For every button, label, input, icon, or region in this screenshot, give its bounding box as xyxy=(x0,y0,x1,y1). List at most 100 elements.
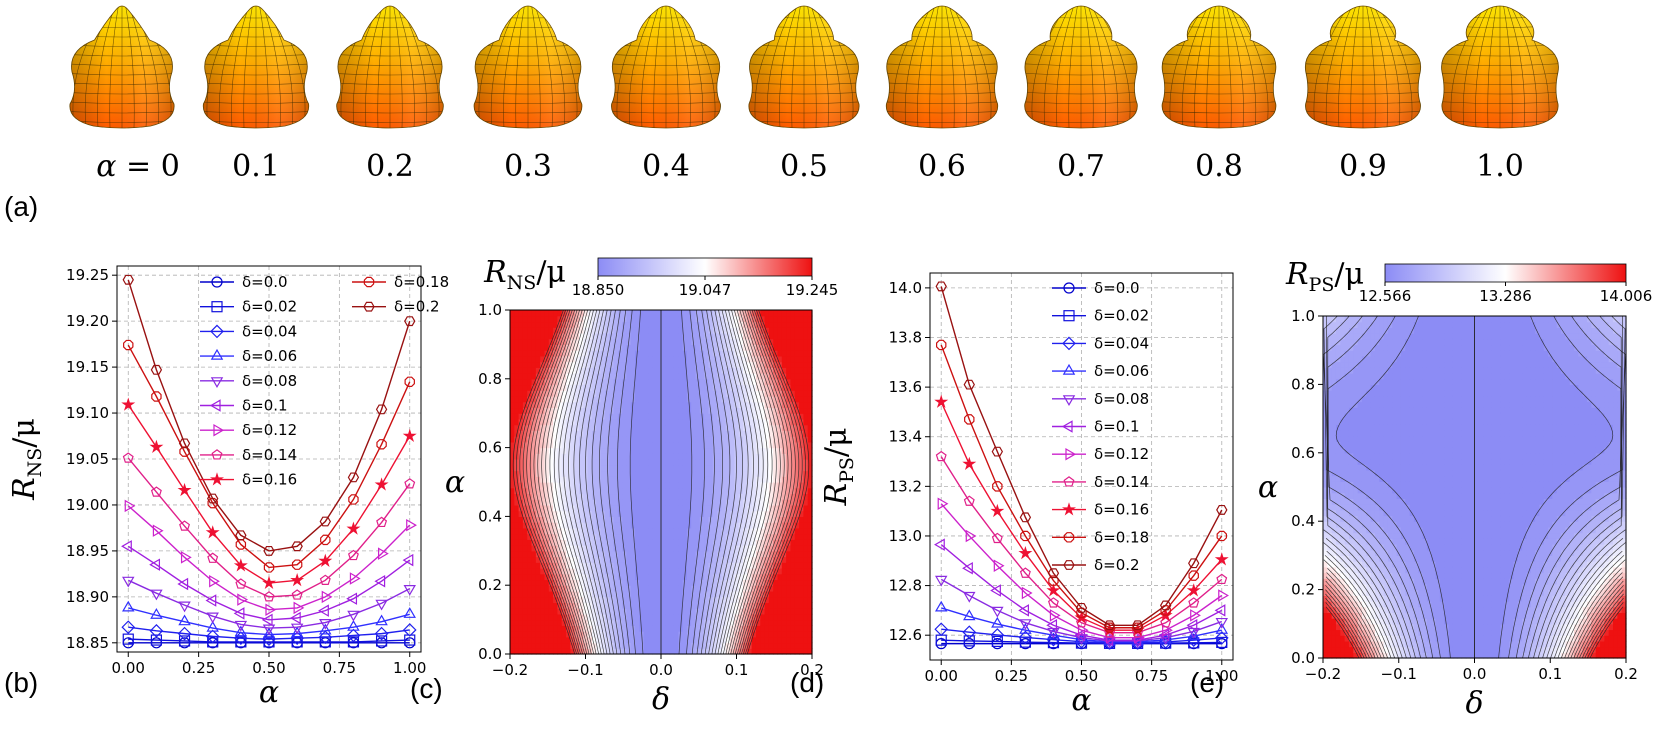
x-tick-label: 1.00 xyxy=(393,659,426,677)
heatmap-cell xyxy=(686,608,692,615)
heatmap-cell xyxy=(613,327,619,334)
heatmap-cell xyxy=(738,596,744,603)
heatmap-cell xyxy=(557,373,563,380)
heatmap-cell xyxy=(630,619,636,626)
heatmap-cell xyxy=(656,396,662,403)
heatmap-cell xyxy=(781,579,787,586)
heatmap-cell xyxy=(652,504,658,512)
heatmap-cell xyxy=(527,459,533,466)
shape-label-0.3: 0.3 xyxy=(504,149,552,184)
heatmap-cell xyxy=(557,522,563,529)
heatmap-cell xyxy=(531,522,537,529)
heatmap-cell xyxy=(596,470,602,477)
heatmap-cell xyxy=(540,522,546,529)
heatmap-cell xyxy=(717,527,722,535)
panel-label-d: (d) xyxy=(790,667,824,698)
heatmap-cell xyxy=(751,625,757,632)
contour-line xyxy=(691,309,715,655)
data-point xyxy=(963,495,975,506)
heatmap-cell xyxy=(630,441,636,449)
heatmap-cell xyxy=(669,350,675,357)
data-point xyxy=(991,635,1003,647)
heatmap-cell xyxy=(548,424,554,431)
heatmap-cell xyxy=(665,522,671,529)
heatmap-cell xyxy=(604,625,610,632)
heatmap-cell xyxy=(579,568,584,575)
heatmap-cell xyxy=(751,556,757,563)
heatmap-cell xyxy=(661,522,666,529)
heatmap-cell xyxy=(643,579,649,586)
heatmap-cell xyxy=(768,596,774,603)
heatmap-cell xyxy=(518,590,524,598)
heatmap-cell xyxy=(652,527,658,535)
heatmap-cell xyxy=(591,470,597,477)
heatmap-cell xyxy=(725,487,731,495)
heatmap-cell xyxy=(591,585,597,592)
heatmap-cell xyxy=(1331,606,1337,613)
contour-line xyxy=(585,309,618,655)
heatmap-cell xyxy=(768,424,774,431)
heatmap-cell xyxy=(760,355,766,363)
heatmap-cell xyxy=(760,350,766,357)
heatmap-cell xyxy=(626,482,632,489)
heatmap-cell xyxy=(643,476,649,483)
heatmap-cell xyxy=(579,470,584,477)
heatmap-cell xyxy=(561,510,567,517)
heatmap-cell xyxy=(527,556,533,563)
heatmap-cell xyxy=(579,510,584,517)
heatmap-cell xyxy=(686,373,692,380)
heatmap-cell xyxy=(669,625,675,632)
heatmap-cell xyxy=(665,407,671,414)
heatmap-cell xyxy=(527,510,533,517)
data-point xyxy=(206,612,219,624)
heatmap-cell xyxy=(643,522,649,529)
heatmap-cell xyxy=(1331,390,1337,397)
heatmap-cell xyxy=(751,476,757,483)
heatmap-cell xyxy=(661,338,666,345)
heatmap-cell xyxy=(544,332,550,340)
heatmap-cell xyxy=(768,562,774,569)
legend-marker xyxy=(209,399,221,412)
heatmap-cell xyxy=(561,642,567,649)
heatmap-cell xyxy=(747,625,753,632)
heatmap-cell xyxy=(777,493,783,500)
heatmap-cell xyxy=(721,619,727,626)
heatmap-cell xyxy=(807,527,813,535)
heatmap-cell xyxy=(777,482,783,489)
data-point xyxy=(376,516,388,528)
heatmap-cell xyxy=(764,413,770,420)
heatmap-cell xyxy=(682,453,688,460)
data-point xyxy=(262,624,276,636)
heatmap-cell xyxy=(721,344,727,351)
heatmap-cell xyxy=(1331,623,1337,631)
heatmap-cell xyxy=(596,430,602,437)
heatmap-cell xyxy=(794,579,800,586)
heatmap-cell xyxy=(721,413,727,420)
heatmap-cell xyxy=(777,539,783,546)
heatmap-cell xyxy=(734,499,740,506)
shape-mesh xyxy=(474,6,582,128)
heatmap-cell xyxy=(514,407,520,414)
heatmap-cell xyxy=(648,556,653,563)
heatmap-cell xyxy=(773,436,779,443)
heatmap-cell xyxy=(678,321,684,328)
heatmap-cell xyxy=(661,464,666,472)
heatmap-cell xyxy=(699,487,705,495)
heatmap-cell xyxy=(566,636,571,644)
data-point xyxy=(177,626,192,641)
heatmap-cell xyxy=(544,602,550,609)
heatmap-cell xyxy=(773,648,779,655)
heatmap-cell xyxy=(544,459,550,466)
contour-line xyxy=(696,309,723,655)
heatmap-cell xyxy=(510,516,515,523)
heatmap-cell xyxy=(613,407,619,414)
heatmap-cell xyxy=(673,338,679,345)
heatmap-cell xyxy=(527,384,533,391)
heatmap-cell xyxy=(579,636,584,644)
heatmap-cell xyxy=(764,332,770,340)
heatmap-cell xyxy=(656,390,662,397)
heatmap-cell xyxy=(695,453,701,460)
heatmap-cell xyxy=(708,378,714,386)
heatmap-cell xyxy=(591,430,597,437)
heatmap-cell xyxy=(535,573,541,581)
